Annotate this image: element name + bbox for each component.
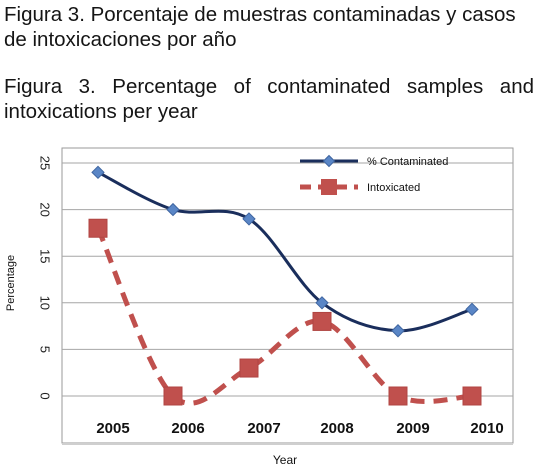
point-contaminated-2009 [391,324,405,338]
point-intoxicated-2006 [163,386,183,406]
series-layer [88,165,482,406]
x-tick-label-2008: 2008 [320,420,353,437]
caption-english: Figura 3. Percentage of contaminated sam… [4,75,534,123]
point-contaminated-2008 [315,296,329,310]
x-tick-label-2005: 2005 [96,420,129,437]
line-chart: 25 20 15 10 5 0 2005 2006 2007 2008 2009 2010 % Co… [5,147,514,467]
x-tick-label-2009: 2009 [396,420,429,437]
y-tick-label-15: 15 [38,249,53,263]
point-contaminated-2005 [91,165,105,180]
series-intoxicated [88,218,482,406]
point-contaminated-2007 [242,212,256,226]
y-axis-label: Percentage [5,255,17,311]
x-tick-labels: 2005 2006 2007 2008 2009 2010 [96,420,503,437]
y-tick-label-25: 25 [38,156,53,170]
legend-item-contaminated: % Contaminated [300,154,448,168]
x-tick-label-2010: 2010 [470,420,503,437]
x-tick-label-2006: 2006 [171,420,204,437]
point-contaminated-2006 [166,202,180,217]
series-contaminated [91,165,479,338]
caption-spanish: Figura 3. Porcentaje de muestras contami… [4,3,516,51]
point-contaminated-2010 [465,302,479,317]
gridlines [62,162,513,397]
point-intoxicated-2010 [462,386,482,406]
legend-item-intoxicated: Intoxicated [300,179,420,195]
y-tick-labels: 25 20 15 10 5 0 [38,156,53,400]
legend-marker-intoxicated [321,179,337,195]
x-axis-label: Year [273,453,297,467]
legend-label-contaminated: % Contaminated [367,156,448,168]
plot-area [61,147,514,444]
y-tick-label-20: 20 [38,202,53,216]
point-intoxicated-2009 [388,386,408,406]
point-intoxicated-2005 [88,218,108,238]
point-intoxicated-2007 [239,358,259,378]
y-tick-label-10: 10 [38,296,53,310]
y-tick-label-0: 0 [38,392,53,399]
legend: % Contaminated Intoxicated [300,154,448,195]
point-intoxicated-2008 [312,311,332,331]
x-tick-label-2007: 2007 [247,420,280,437]
y-tick-label-5: 5 [38,346,53,353]
legend-label-intoxicated: Intoxicated [367,182,420,194]
legend-marker-contaminated [322,154,336,168]
